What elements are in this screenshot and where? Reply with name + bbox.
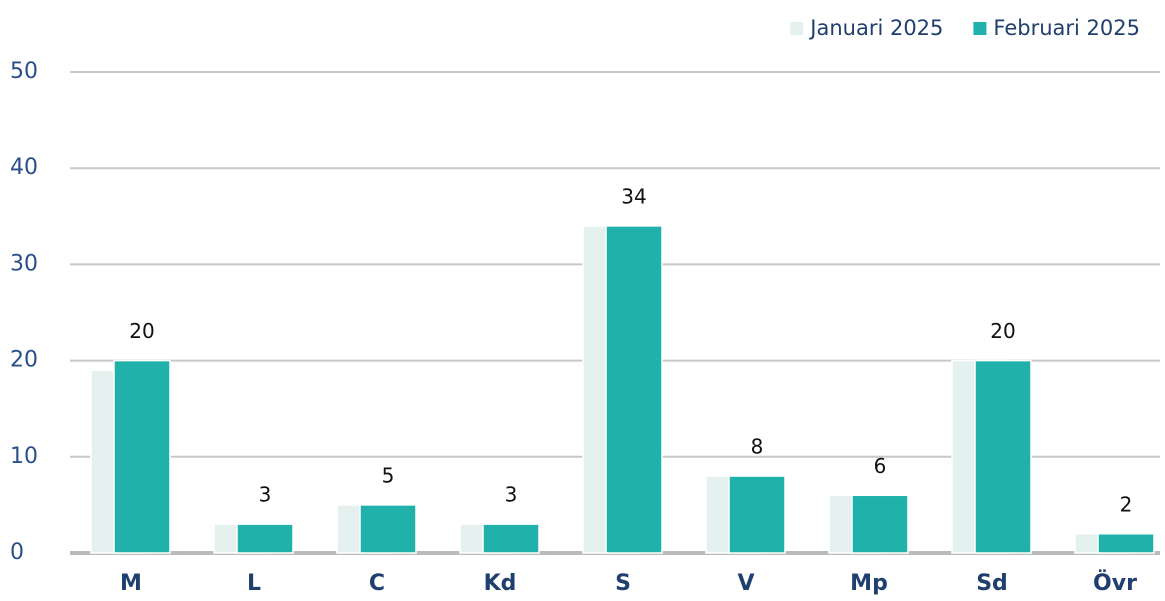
bar [728, 475, 786, 554]
y-tick-label: 40 [10, 155, 38, 180]
y-tick-label: 0 [10, 540, 24, 565]
y-tick-label: 10 [10, 444, 38, 469]
bar [482, 523, 540, 554]
legend-label: Februari 2025 [993, 16, 1140, 40]
legend-label: Januari 2025 [808, 16, 943, 40]
bar [974, 359, 1032, 554]
y-tick-label: 50 [10, 59, 38, 84]
x-tick-label: C [369, 571, 385, 596]
x-tick-label: Övr [1093, 570, 1137, 596]
legend-swatch [790, 22, 804, 35]
bar [113, 359, 171, 554]
y-tick-label: 20 [10, 348, 38, 373]
bar [359, 504, 417, 554]
x-tick-label: L [247, 571, 261, 596]
x-tick-label: S [615, 571, 631, 596]
bar [605, 225, 663, 554]
value-label: 3 [505, 483, 518, 507]
x-tick-label: Sd [976, 571, 1008, 596]
value-label: 34 [621, 184, 646, 208]
value-label: 2 [1120, 492, 1133, 516]
value-label: 20 [129, 319, 154, 343]
value-label: 5 [382, 463, 395, 487]
x-tick-label: V [737, 571, 754, 596]
value-label: 20 [990, 319, 1015, 343]
legend-swatch [973, 22, 987, 35]
y-tick-label: 30 [10, 251, 38, 276]
bar [1097, 533, 1155, 554]
value-label: 8 [751, 435, 764, 459]
bar [851, 494, 909, 554]
value-label: 3 [259, 483, 272, 507]
value-label: 6 [874, 454, 887, 478]
x-tick-label: Kd [484, 571, 517, 596]
x-tick-label: M [120, 571, 142, 596]
x-tick-label: Mp [850, 571, 888, 596]
bar [236, 523, 294, 554]
